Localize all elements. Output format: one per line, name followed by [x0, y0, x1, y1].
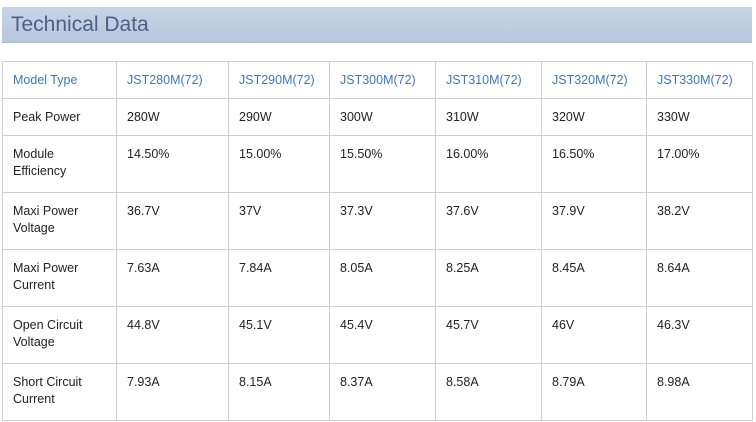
row-label: Peak Power [2, 98, 117, 136]
table-row: Module Efficiency 14.50% 15.00% 15.50% 1… [2, 135, 753, 193]
header-cell-model: JST300M(72) [329, 61, 436, 99]
header-cell-model: JST280M(72) [116, 61, 229, 99]
table-cell: 14.50% [116, 135, 229, 193]
table-cell: 7.93A [116, 363, 229, 421]
row-label: Maxi Power Current [2, 249, 117, 307]
table-cell: 17.00% [646, 135, 753, 193]
table-cell: 7.84A [228, 249, 330, 307]
header-cell-model: JST320M(72) [541, 61, 647, 99]
header-cell-model: JST310M(72) [435, 61, 542, 99]
table-cell: 310W [435, 98, 542, 136]
header-cell-model-type: Model Type [2, 61, 117, 99]
table-cell: 8.98A [646, 363, 753, 421]
table-row: Open Circuit Voltage 44.8V 45.1V 45.4V 4… [2, 306, 753, 364]
header-cell-model: JST290M(72) [228, 61, 330, 99]
table-cell: 330W [646, 98, 753, 136]
table-cell: 38.2V [646, 192, 753, 250]
table-cell: 46.3V [646, 306, 753, 364]
table-cell: 37.6V [435, 192, 542, 250]
section-header: Technical Data [2, 7, 752, 43]
table-cell: 37V [228, 192, 330, 250]
table-cell: 45.1V [228, 306, 330, 364]
table-cell: 8.05A [329, 249, 436, 307]
table-cell: 280W [116, 98, 229, 136]
table-row: Maxi Power Current 7.63A 7.84A 8.05A 8.2… [2, 249, 753, 307]
table-cell: 320W [541, 98, 647, 136]
row-label: Open Circuit Voltage [2, 306, 117, 364]
table-cell: 8.37A [329, 363, 436, 421]
table-row: Peak Power 280W 290W 300W 310W 320W 330W [2, 98, 753, 136]
table-cell: 45.4V [329, 306, 436, 364]
table-cell: 15.50% [329, 135, 436, 193]
table-cell: 8.64A [646, 249, 753, 307]
table-cell: 8.58A [435, 363, 542, 421]
section-title: Technical Data [11, 13, 149, 36]
table-cell: 37.9V [541, 192, 647, 250]
table-cell: 8.25A [435, 249, 542, 307]
table-cell: 8.15A [228, 363, 330, 421]
table-cell: 44.8V [116, 306, 229, 364]
header-cell-model: JST330M(72) [646, 61, 753, 99]
row-label: Module Efficiency [2, 135, 117, 193]
table-cell: 46V [541, 306, 647, 364]
table-cell: 7.63A [116, 249, 229, 307]
table-cell: 16.50% [541, 135, 647, 193]
table-cell: 300W [329, 98, 436, 136]
row-label: Maxi Power Voltage [2, 192, 117, 250]
table-cell: 36.7V [116, 192, 229, 250]
technical-data-table: Model Type JST280M(72) JST290M(72) JST30… [2, 61, 753, 421]
table-cell: 8.79A [541, 363, 647, 421]
table-cell: 290W [228, 98, 330, 136]
table-header-row: Model Type JST280M(72) JST290M(72) JST30… [2, 61, 753, 99]
table-cell: 45.7V [435, 306, 542, 364]
table-cell: 8.45A [541, 249, 647, 307]
table-cell: 16.00% [435, 135, 542, 193]
row-label: Short Circuit Current [2, 363, 117, 421]
table-row: Maxi Power Voltage 36.7V 37V 37.3V 37.6V… [2, 192, 753, 250]
table-cell: 37.3V [329, 192, 436, 250]
table-cell: 15.00% [228, 135, 330, 193]
table-row: Short Circuit Current 7.93A 8.15A 8.37A … [2, 363, 753, 421]
